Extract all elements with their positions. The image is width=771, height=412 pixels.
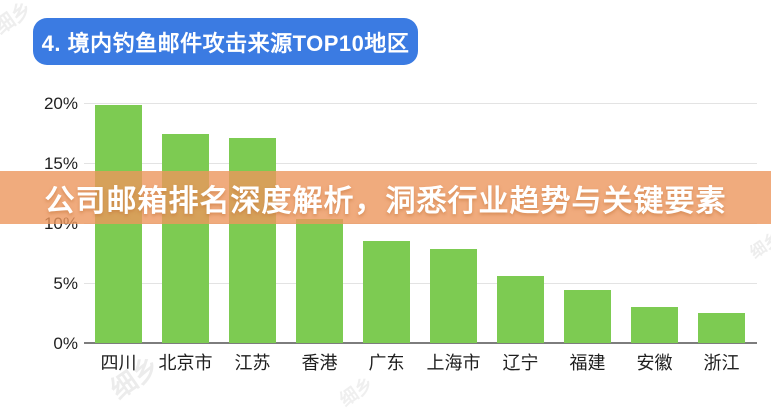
y-axis-tick-label: 20%	[43, 94, 78, 113]
x-axis-tick-label: 浙江	[703, 353, 740, 373]
x-axis-tick-label: 辽宁	[502, 353, 539, 373]
y-axis-tick-label: 0%	[53, 334, 78, 353]
bar-安徽	[631, 307, 678, 343]
section-title-badge: 4. 境内钓鱼邮件攻击来源TOP10地区	[33, 18, 418, 65]
x-axis-tick-label: 香港	[301, 353, 338, 373]
x-axis-tick-label: 安徽	[636, 353, 673, 373]
x-axis-tick-label: 北京市	[158, 353, 213, 373]
x-axis-tick-label: 江苏	[234, 353, 271, 373]
x-axis-line	[84, 342, 757, 344]
x-axis-tick-label: 上海市	[426, 353, 481, 373]
bar-浙江	[698, 313, 745, 343]
overlay-banner: 公司邮箱排名深度解析，洞悉行业趋势与关键要素	[0, 171, 771, 224]
overlay-banner-text: 公司邮箱排名深度解析，洞悉行业趋势与关键要素	[44, 184, 727, 218]
gridline	[84, 163, 757, 164]
section-title: 4. 境内钓鱼邮件攻击来源TOP10地区	[41, 30, 410, 56]
bar-福建	[564, 290, 611, 343]
x-axis-tick-label: 福建	[569, 353, 606, 373]
gridline	[84, 283, 757, 284]
x-axis-tick-label: 四川	[100, 353, 137, 373]
y-axis-tick-label: 5%	[53, 274, 78, 293]
bar-辽宁	[497, 275, 544, 343]
y-axis-tick-label: 15%	[43, 154, 78, 173]
bar-香港	[296, 219, 343, 343]
gridline	[84, 103, 757, 104]
bar-四川	[95, 105, 142, 343]
bar-北京市	[162, 134, 209, 343]
bar-上海市	[430, 249, 477, 343]
bar-江苏	[229, 137, 276, 343]
x-axis-tick-label: 广东	[368, 353, 405, 373]
bar-广东	[363, 241, 410, 343]
